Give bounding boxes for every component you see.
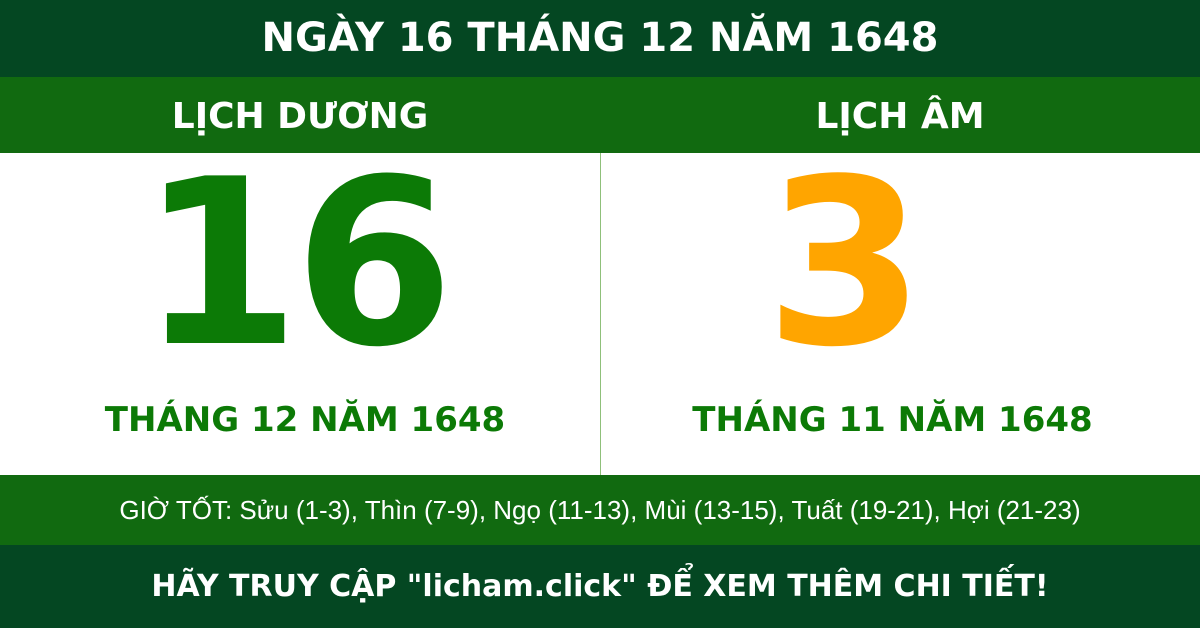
lunar-panel xyxy=(601,153,1200,475)
solar-panel xyxy=(0,153,600,475)
good-hours: GIỜ TỐT: Sửu (1-3), Thìn (7-9), Ngọ (11-… xyxy=(0,475,1200,545)
divider xyxy=(600,153,601,475)
page-title: NGÀY 16 THÁNG 12 NĂM 1648 xyxy=(0,0,1200,77)
call-to-action: HÃY TRUY CẬP "licham.click" ĐỂ XEM THÊM … xyxy=(0,545,1200,628)
lunar-header: LỊCH ÂM xyxy=(600,77,1200,153)
solar-header: LỊCH DƯƠNG xyxy=(0,77,600,153)
lunar-month-year: THÁNG 11 NĂM 1648 xyxy=(692,400,1093,440)
solar-month-year: THÁNG 12 NĂM 1648 xyxy=(104,400,506,440)
solar-day: 16 xyxy=(140,131,454,398)
lunar-day: 3 xyxy=(765,131,925,398)
